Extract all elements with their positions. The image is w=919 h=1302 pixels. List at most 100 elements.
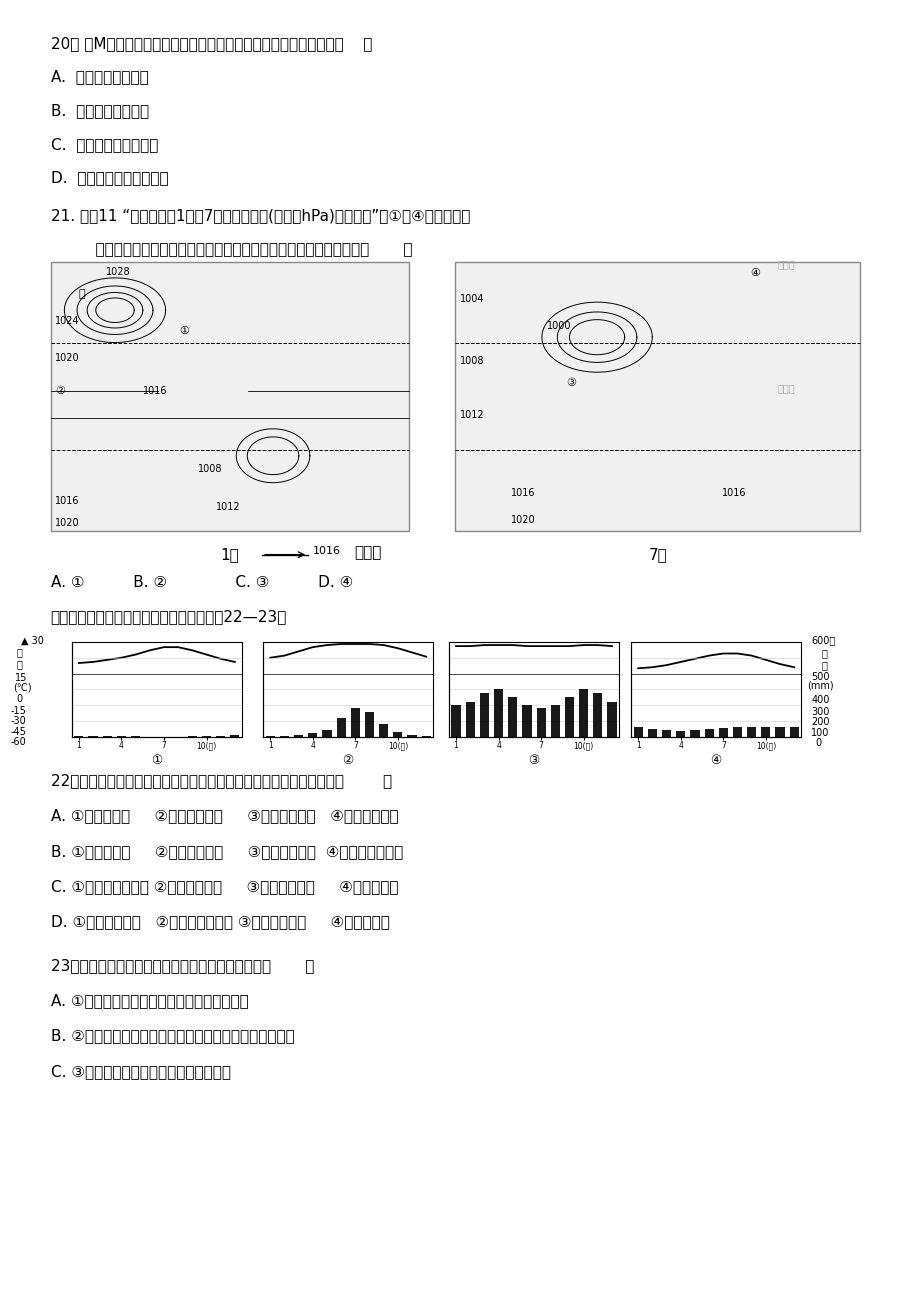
Text: 0: 0 xyxy=(814,738,821,749)
Text: 正确云: 正确云 xyxy=(777,259,794,270)
Text: ④: ④ xyxy=(749,268,759,279)
Text: 600降: 600降 xyxy=(811,635,834,646)
Text: A. ①气候类型全年受西风控制，全年温和多雨: A. ①气候类型全年受西风控制，全年温和多雨 xyxy=(51,993,248,1009)
Text: 0: 0 xyxy=(17,694,23,704)
Bar xyxy=(455,262,859,531)
Text: 500: 500 xyxy=(811,672,829,682)
Bar xyxy=(230,736,239,737)
Text: -60: -60 xyxy=(10,737,26,747)
Bar xyxy=(294,734,303,737)
Text: 300: 300 xyxy=(811,707,829,717)
Text: (mm): (mm) xyxy=(806,681,833,691)
Bar xyxy=(607,702,616,737)
Text: 1016: 1016 xyxy=(55,496,80,506)
Bar xyxy=(775,727,784,737)
Text: 示风向，从季风的形成原因看，与气压带、风带季节移动有关的是（       ）: 示风向，从季风的形成原因看，与气压带、风带季节移动有关的是（ ） xyxy=(76,242,413,258)
Bar xyxy=(494,690,503,737)
Text: A. ①地中海气候     ②热带草原气候     ③热带季风气候   ④温带海洋气候: A. ①地中海气候 ②热带草原气候 ③热带季风气候 ④温带海洋气候 xyxy=(51,809,398,824)
Text: 7月: 7月 xyxy=(648,547,666,562)
Text: A.  巴西高原处于干季: A. 巴西高原处于干季 xyxy=(51,69,148,85)
Text: 温: 温 xyxy=(17,659,22,669)
Bar xyxy=(662,730,671,737)
Text: 1024: 1024 xyxy=(55,315,80,326)
Text: 21. 读图11 “世界某区坘1月和7月海平面气压(单位：hPa)和风向图”，①～④处的箭头表: 21. 读图11 “世界某区坘1月和7月海平面气压(单位：hPa)和风向图”，①… xyxy=(51,208,470,224)
Text: D. ①温带季风气候   ②温带海洋性气候 ③热带雨林气候     ④地中海气候: D. ①温带季风气候 ②温带海洋性气候 ③热带雨林气候 ④地中海气候 xyxy=(51,914,389,930)
Text: B. ②气候类型全年受赤道低压控制，全年多雨，降水平均: B. ②气候类型全年受赤道低压控制，全年多雨，降水平均 xyxy=(51,1029,294,1044)
Text: 23、关于四种气候类型成因及特点的叙述正确的是（       ）: 23、关于四种气候类型成因及特点的叙述正确的是（ ） xyxy=(51,958,313,974)
Text: 1028: 1028 xyxy=(106,267,130,277)
Text: B.  尼罗河进入丰水期: B. 尼罗河进入丰水期 xyxy=(51,103,149,118)
Text: 1004: 1004 xyxy=(460,294,484,305)
Bar xyxy=(689,730,698,737)
Bar xyxy=(308,733,317,737)
Bar xyxy=(379,724,388,737)
Text: ③: ③ xyxy=(528,754,539,767)
Text: 1016: 1016 xyxy=(312,546,340,556)
Text: 1012: 1012 xyxy=(216,501,241,512)
Text: 200: 200 xyxy=(811,717,829,728)
Text: 水: 水 xyxy=(821,648,826,659)
Bar xyxy=(480,693,489,737)
Text: ②: ② xyxy=(55,385,65,396)
Bar xyxy=(550,706,560,737)
Bar xyxy=(718,728,727,737)
Text: 气: 气 xyxy=(17,647,22,658)
Bar xyxy=(704,729,713,737)
Text: 1020: 1020 xyxy=(55,518,80,527)
Text: C. ①温带海洋性气候 ②热带季风气候     ③热带雨林气候     ④地中海气候: C. ①温带海洋性气候 ②热带季风气候 ③热带雨林气候 ④地中海气候 xyxy=(51,879,398,894)
Text: 1016: 1016 xyxy=(510,488,535,499)
Bar xyxy=(746,728,755,737)
Bar xyxy=(647,729,656,737)
Text: 甲: 甲 xyxy=(78,289,85,298)
Text: 22、指出下列四组中气候类型判断正确，且排序和图中顺序相符的是（        ）: 22、指出下列四组中气候类型判断正确，且排序和图中顺序相符的是（ ） xyxy=(51,773,391,789)
Text: B. ①地中海气候     ②温带海洋气候     ③热带雨林气候  ④亚热带季风气候: B. ①地中海气候 ②温带海洋气候 ③热带雨林气候 ④亚热带季风气候 xyxy=(51,844,403,859)
Text: (℃): (℃) xyxy=(13,682,31,693)
Text: 1016: 1016 xyxy=(721,488,746,499)
Bar xyxy=(675,730,685,737)
Text: ④: ④ xyxy=(709,754,721,767)
Text: 1020: 1020 xyxy=(55,353,80,363)
Bar xyxy=(451,706,460,737)
Bar xyxy=(536,708,545,737)
Bar xyxy=(392,732,402,737)
Text: 正确云: 正确云 xyxy=(542,706,560,716)
Text: 1012: 1012 xyxy=(460,410,484,421)
Text: 1008: 1008 xyxy=(460,355,484,366)
Bar xyxy=(336,717,346,737)
Text: ▲ 30: ▲ 30 xyxy=(21,635,44,646)
Text: -45: -45 xyxy=(10,727,26,737)
Text: -15: -15 xyxy=(10,706,26,716)
Bar xyxy=(350,708,359,737)
Bar xyxy=(593,693,602,737)
Bar xyxy=(578,690,587,737)
Text: 量: 量 xyxy=(821,660,826,671)
Text: ①: ① xyxy=(151,754,163,767)
Bar xyxy=(789,727,798,737)
Text: ②: ② xyxy=(342,754,354,767)
Text: 15: 15 xyxy=(15,673,27,684)
Text: -30: -30 xyxy=(10,716,26,727)
Bar xyxy=(564,698,573,737)
Text: A. ①          B. ②              C. ③          D. ④: A. ① B. ② C. ③ D. ④ xyxy=(51,575,353,591)
Text: 1016: 1016 xyxy=(142,385,167,396)
Bar xyxy=(507,698,516,737)
Bar xyxy=(465,702,474,737)
Bar xyxy=(760,727,769,737)
Text: 20、 当M地月平均气压为全年最高的月份，可能出现的地理现象是（    ）: 20、 当M地月平均气压为全年最高的月份，可能出现的地理现象是（ ） xyxy=(51,36,371,52)
Bar xyxy=(633,728,642,737)
Bar xyxy=(365,712,374,737)
Bar xyxy=(732,728,742,737)
Text: 1008: 1008 xyxy=(198,464,222,474)
Text: ③: ③ xyxy=(565,378,575,388)
Bar xyxy=(51,262,409,531)
Text: 400: 400 xyxy=(811,695,829,706)
Text: 正确云: 正确云 xyxy=(777,383,794,393)
Bar xyxy=(522,706,531,737)
Text: 读下面气候降水量和气温月份分配图，回筂22—23题: 读下面气候降水量和气温月份分配图，回筂22—23题 xyxy=(51,609,287,625)
Text: D.  我国东北地区寒冷干燥: D. 我国东北地区寒冷干燥 xyxy=(51,171,168,186)
Text: 100: 100 xyxy=(811,728,829,738)
Text: ①: ① xyxy=(179,327,189,336)
Text: 1月: 1月 xyxy=(221,547,239,562)
Text: 1020: 1020 xyxy=(510,516,535,525)
Text: 等压线: 等压线 xyxy=(354,546,381,561)
